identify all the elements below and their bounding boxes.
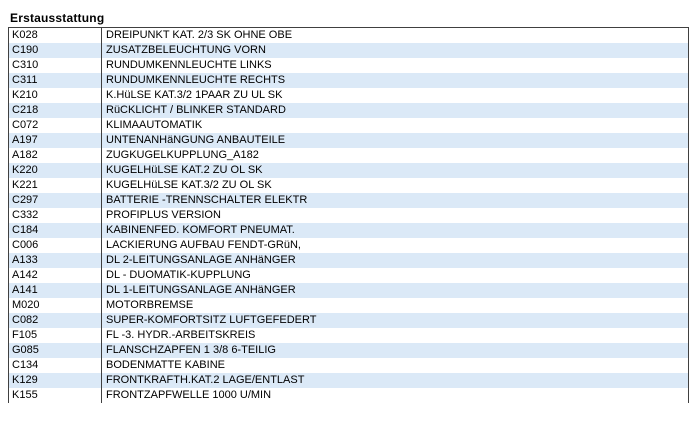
row-description: KUGELHüLSE KAT.3/2 ZU OL SK: [106, 179, 272, 191]
row-code: C218: [9, 103, 102, 118]
row-code: C134: [9, 358, 102, 373]
row-code: C006: [9, 238, 102, 253]
row-code: C184: [9, 223, 102, 238]
row-description: DL - DUOMATIK-KUPPLUNG: [106, 269, 251, 281]
table-row[interactable]: K221 KUGELHüLSE KAT.3/2 ZU OL SK: [9, 178, 688, 193]
row-code: A141: [9, 283, 102, 298]
row-description: FLANSCHZAPFEN 1 3/8 6-TEILIG: [106, 344, 276, 356]
row-description: RüCKLICHT / BLINKER STANDARD: [106, 104, 286, 116]
row-code: K129: [9, 373, 102, 388]
row-code: F105: [9, 328, 102, 343]
row-description: DL 1-LEITUNGSANLAGE ANHäNGER: [106, 284, 296, 296]
row-description: KABINENFED. KOMFORT PNEUMAT.: [106, 224, 295, 236]
row-description: SUPER-KOMFORTSITZ LUFTGEFEDERT: [106, 314, 317, 326]
table-row[interactable]: C332 PROFIPLUS VERSION: [9, 208, 688, 223]
table-row[interactable]: A133 DL 2-LEITUNGSANLAGE ANHäNGER: [9, 253, 688, 268]
row-code: K155: [9, 388, 102, 403]
table-row[interactable]: A141 DL 1-LEITUNGSANLAGE ANHäNGER: [9, 283, 688, 298]
table-row[interactable]: A142 DL - DUOMATIK-KUPPLUNG: [9, 268, 688, 283]
row-description: KLIMAAUTOMATIK: [106, 119, 203, 131]
row-description: LACKIERUNG AUFBAU FENDT-GRüN,: [106, 239, 301, 251]
row-description: DREIPUNKT KAT. 2/3 SK OHNE OBE: [106, 29, 293, 41]
row-description: ZUSATZBELEUCHTUNG VORN: [106, 44, 266, 56]
table-row[interactable]: C218 RüCKLICHT / BLINKER STANDARD: [9, 103, 688, 118]
table-row[interactable]: K129 FRONTKRAFTH.KAT.2 LAGE/ENTLAST: [9, 373, 688, 388]
row-description: DL 2-LEITUNGSANLAGE ANHäNGER: [106, 254, 296, 266]
table-row[interactable]: C297 BATTERIE -TRENNSCHALTER ELEKTR: [9, 193, 688, 208]
table-row[interactable]: A182 ZUGKUGELKUPPLUNG_A182: [9, 148, 688, 163]
row-code: A182: [9, 148, 102, 163]
row-description: FRONTZAPFWELLE 1000 U/MIN: [106, 389, 272, 401]
row-description: BATTERIE -TRENNSCHALTER ELEKTR: [106, 194, 308, 206]
table-row[interactable]: C072 KLIMAAUTOMATIK: [9, 118, 688, 133]
row-description: K.HüLSE KAT.3/2 1PAAR ZU UL SK: [106, 89, 283, 101]
row-code: A197: [9, 133, 102, 148]
row-code: C072: [9, 118, 102, 133]
row-code: C311: [9, 73, 102, 88]
equipment-table: K028 DREIPUNKT KAT. 2/3 SK OHNE OBE C190…: [8, 27, 689, 403]
row-description: PROFIPLUS VERSION: [106, 209, 221, 221]
row-code: C310: [9, 58, 102, 73]
table-row[interactable]: C190 ZUSATZBELEUCHTUNG VORN: [9, 43, 688, 58]
row-code: G085: [9, 343, 102, 358]
row-description: ZUGKUGELKUPPLUNG_A182: [106, 149, 259, 161]
table-row[interactable]: C134 BODENMATTE KABINE: [9, 358, 688, 373]
row-description: FL -3. HYDR.-ARBEITSKREIS: [106, 329, 256, 341]
row-description: MOTORBREMSE: [106, 299, 194, 311]
table-row[interactable]: K210 K.HüLSE KAT.3/2 1PAAR ZU UL SK: [9, 88, 688, 103]
table-row[interactable]: C082 SUPER-KOMFORTSITZ LUFTGEFEDERT: [9, 313, 688, 328]
table-row[interactable]: K155 FRONTZAPFWELLE 1000 U/MIN: [9, 388, 688, 403]
row-description: KUGELHüLSE KAT.2 ZU OL SK: [106, 164, 263, 176]
row-code: A142: [9, 268, 102, 283]
row-description: RUNDUMKENNLEUCHTE RECHTS: [106, 74, 286, 86]
row-code: K028: [9, 28, 102, 43]
table-row[interactable]: C006 LACKIERUNG AUFBAU FENDT-GRüN,: [9, 238, 688, 253]
row-code: A133: [9, 253, 102, 268]
row-description: FRONTKRAFTH.KAT.2 LAGE/ENTLAST: [106, 374, 305, 386]
table-row[interactable]: G085 FLANSCHZAPFEN 1 3/8 6-TEILIG: [9, 343, 688, 358]
row-description: RUNDUMKENNLEUCHTE LINKS: [106, 59, 272, 71]
row-code: M020: [9, 298, 102, 313]
table-row[interactable]: C184 KABINENFED. KOMFORT PNEUMAT.: [9, 223, 688, 238]
row-code: K220: [9, 163, 102, 178]
row-code: C332: [9, 208, 102, 223]
row-code: C297: [9, 193, 102, 208]
row-description: UNTENANHäNGUNG ANBAUTEILE: [106, 134, 286, 146]
table-row[interactable]: A197 UNTENANHäNGUNG ANBAUTEILE: [9, 133, 688, 148]
row-code: C190: [9, 43, 102, 58]
row-code: K210: [9, 88, 102, 103]
row-code: C082: [9, 313, 102, 328]
table-row[interactable]: C310 RUNDUMKENNLEUCHTE LINKS: [9, 58, 688, 73]
page-title: Erstausstattung: [10, 11, 105, 25]
table-row[interactable]: F105 FL -3. HYDR.-ARBEITSKREIS: [9, 328, 688, 343]
row-description: BODENMATTE KABINE: [106, 359, 225, 371]
table-row[interactable]: M020 MOTORBREMSE: [9, 298, 688, 313]
table-row[interactable]: C311 RUNDUMKENNLEUCHTE RECHTS: [9, 73, 688, 88]
row-code: K221: [9, 178, 102, 193]
table-row[interactable]: K220 KUGELHüLSE KAT.2 ZU OL SK: [9, 163, 688, 178]
table-row[interactable]: K028 DREIPUNKT KAT. 2/3 SK OHNE OBE: [9, 28, 688, 43]
